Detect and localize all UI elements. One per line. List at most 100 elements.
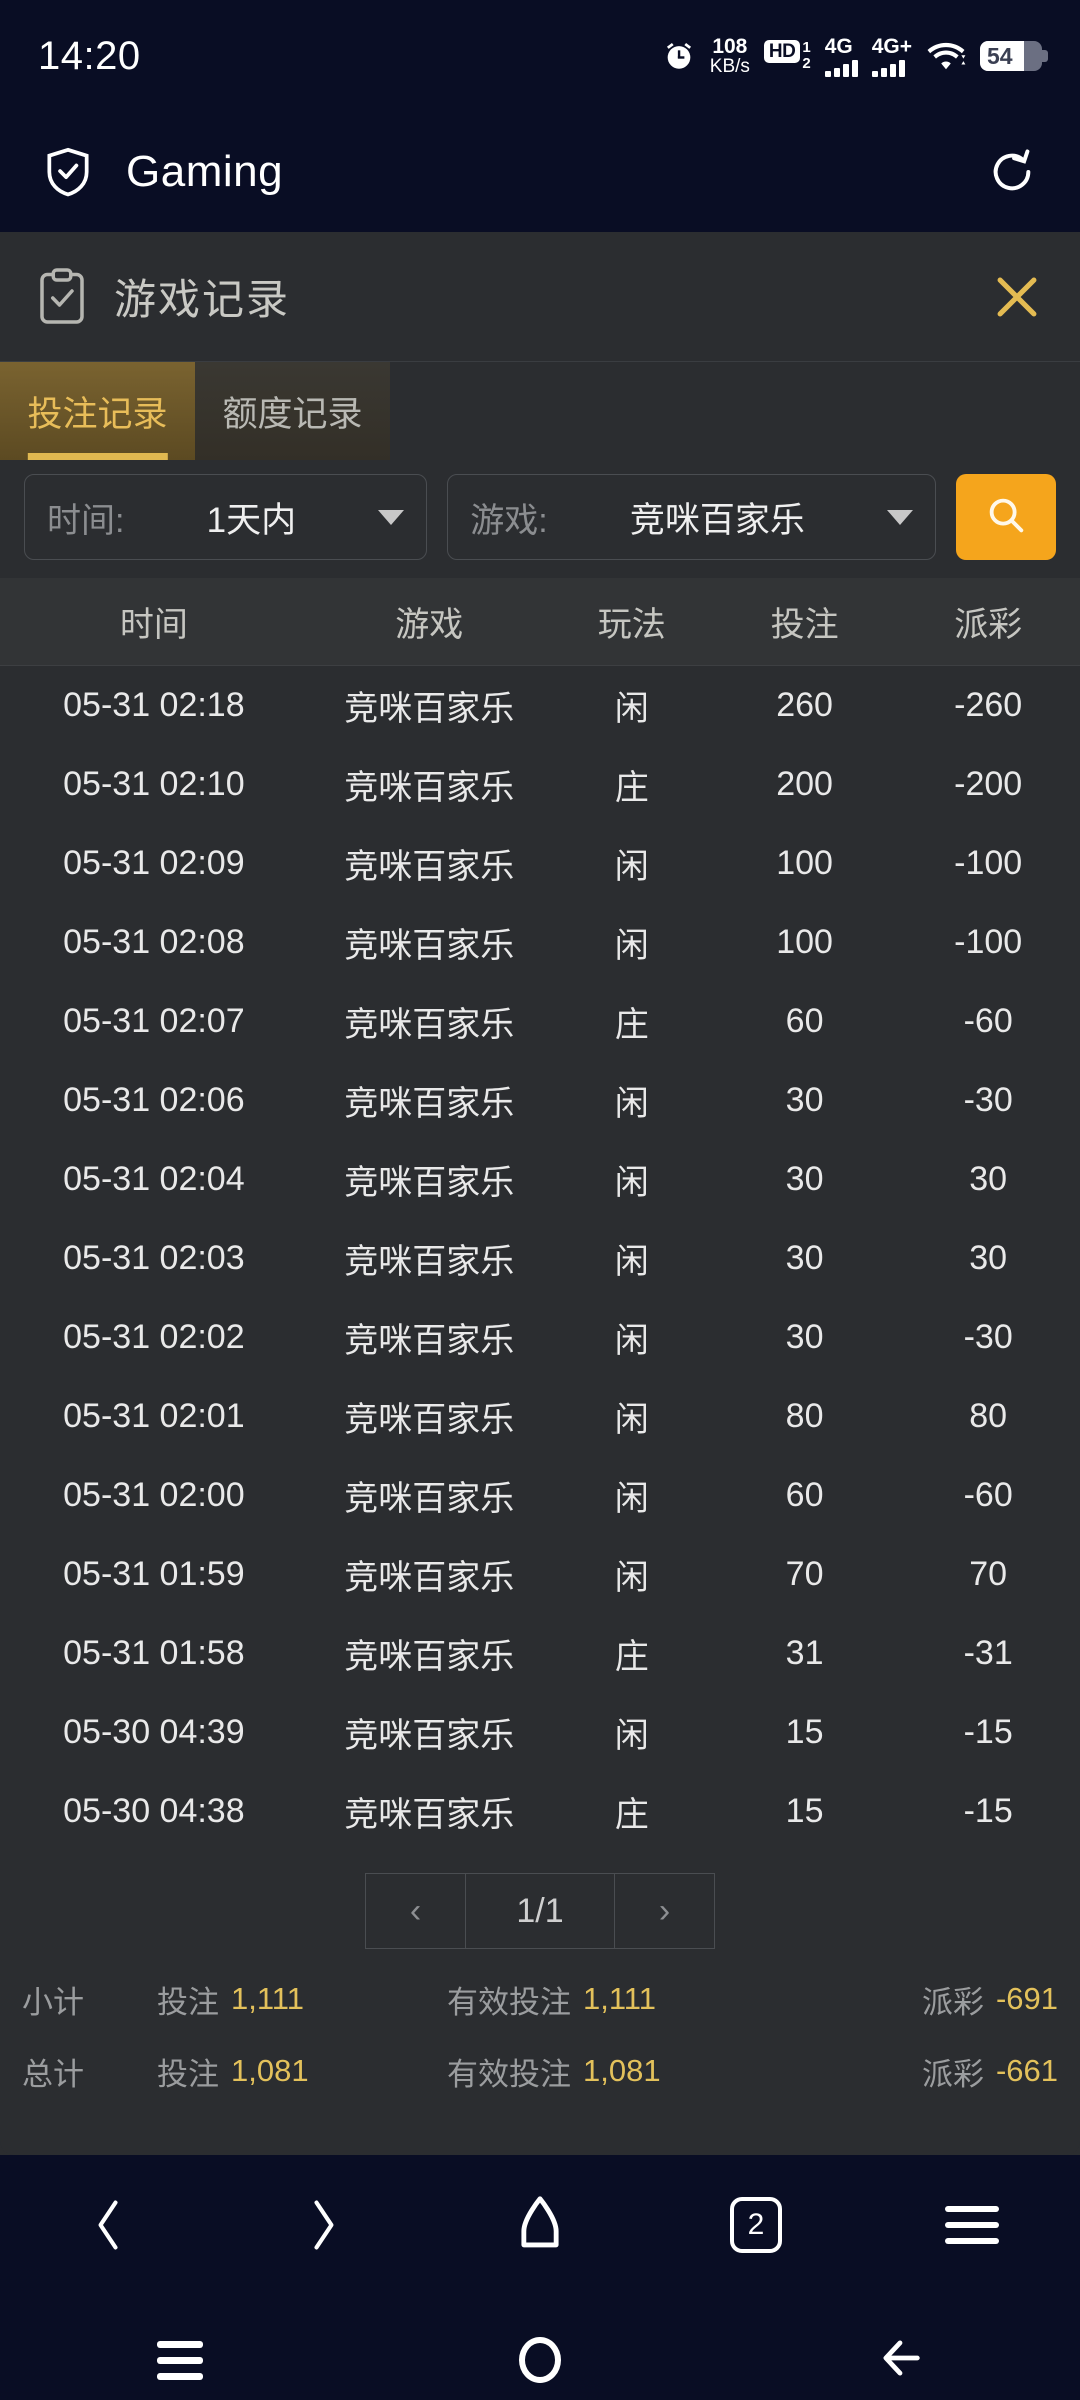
table-row[interactable]: 05-31 01:58 竞咪百家乐 庄 31 -31 [0, 1614, 1080, 1693]
cell-time: 05-30 04:39 [63, 1713, 245, 1751]
cell-game: 竞咪百家乐 [344, 1796, 515, 1834]
cell-bet: 30 [785, 1081, 824, 1119]
cell-payout: -15 [963, 1713, 1013, 1751]
time-filter-select[interactable]: 时间: 1天内 [24, 474, 428, 560]
cell-play: 闲 [614, 1717, 649, 1755]
summary-row-total: 总计 投注 1,081 有效投注 1,081 派彩 -661 [0, 2035, 1080, 2107]
system-recents-button[interactable] [0, 2340, 360, 2380]
total-valid-value: 1,081 [583, 2053, 661, 2088]
total-label: 总计 [22, 2056, 84, 2092]
cell-play: 闲 [614, 927, 649, 965]
cell-game: 竞咪百家乐 [344, 1638, 515, 1676]
page-title: Gaming [126, 147, 284, 196]
table-row[interactable]: 05-30 04:38 竞咪百家乐 庄 15 -15 [0, 1772, 1080, 1851]
cell-time: 05-31 02:04 [63, 1160, 245, 1198]
search-button[interactable] [956, 474, 1057, 560]
browser-menu-button[interactable] [864, 2206, 1080, 2244]
cell-payout: -100 [954, 923, 1023, 961]
chevron-down-icon [887, 509, 914, 525]
cell-play: 庄 [614, 1006, 649, 1044]
cell-game: 竞咪百家乐 [344, 1164, 515, 1202]
total-payout-value: -661 [995, 2053, 1058, 2088]
tab-count-badge: 2 [730, 2197, 782, 2253]
hd-label: HD [763, 40, 801, 64]
total-bet-label: 投注 [157, 2056, 219, 2092]
table-row[interactable]: 05-31 02:00 竞咪百家乐 闲 60 -60 [0, 1456, 1080, 1535]
col-header-time: 时间 [119, 606, 188, 644]
pagination-next-button[interactable]: › [615, 1873, 715, 1949]
recents-icon [157, 2340, 203, 2380]
browser-tabs-button[interactable]: 2 [648, 2197, 864, 2253]
cell-time: 05-31 02:18 [63, 686, 245, 724]
panel-bottom-edge [0, 2107, 1080, 2155]
table-row[interactable]: 05-31 02:01 竞咪百家乐 闲 80 80 [0, 1377, 1080, 1456]
table-row[interactable]: 05-31 02:02 竞咪百家乐 闲 30 -30 [0, 1298, 1080, 1377]
cell-game: 竞咪百家乐 [344, 1480, 515, 1518]
table-row[interactable]: 05-31 01:59 竞咪百家乐 闲 70 70 [0, 1535, 1080, 1614]
cell-bet: 260 [776, 686, 833, 724]
cell-payout: -60 [963, 1476, 1013, 1514]
table-row[interactable]: 05-31 02:08 竞咪百家乐 闲 100 -100 [0, 903, 1080, 982]
cell-game: 竞咪百家乐 [344, 1085, 515, 1123]
chevron-down-icon [378, 509, 405, 525]
cell-game: 竞咪百家乐 [344, 1559, 515, 1597]
table-row[interactable]: 05-31 02:07 竞咪百家乐 庄 60 -60 [0, 982, 1080, 1061]
table-row[interactable]: 05-31 02:04 竞咪百家乐 闲 30 30 [0, 1140, 1080, 1219]
table-row[interactable]: 05-30 04:39 竞咪百家乐 闲 15 -15 [0, 1693, 1080, 1772]
system-back-button[interactable] [720, 2332, 1080, 2389]
cell-payout: -260 [954, 686, 1023, 724]
cell-time: 05-31 01:59 [63, 1555, 245, 1593]
cell-time: 05-31 02:07 [63, 1002, 245, 1040]
cell-time: 05-30 04:38 [63, 1792, 245, 1830]
cell-game: 竞咪百家乐 [344, 1006, 515, 1044]
system-home-button[interactable] [360, 2337, 720, 2383]
status-clock: 14:20 [38, 33, 141, 78]
cell-time: 05-31 02:09 [63, 844, 245, 882]
table-header-row: 时间 游戏 玩法 投注 派彩 [0, 578, 1080, 666]
table-row[interactable]: 05-31 02:10 竞咪百家乐 庄 200 -200 [0, 745, 1080, 824]
cell-game: 竞咪百家乐 [344, 690, 515, 728]
signal-4g-plus-label: 4G+ [871, 34, 912, 58]
browser-home-button[interactable] [432, 2193, 648, 2258]
pagination-prev-button[interactable]: ‹ [365, 1873, 465, 1949]
table-row[interactable]: 05-31 02:09 竞咪百家乐 闲 100 -100 [0, 824, 1080, 903]
game-filter-select[interactable]: 游戏: 竞咪百家乐 [447, 474, 937, 560]
cell-time: 05-31 02:10 [63, 765, 245, 803]
refresh-icon[interactable] [984, 144, 1040, 200]
table-row[interactable]: 05-31 02:18 竞咪百家乐 闲 260 -260 [0, 666, 1080, 745]
time-filter-label: 时间: [47, 501, 125, 540]
signal-bars-1 [824, 59, 858, 77]
cell-play: 闲 [614, 690, 649, 728]
cell-bet: 60 [785, 1476, 824, 1514]
browser-forward-button[interactable] [216, 2197, 432, 2253]
signal-4g-plus-icon: 4G+ [871, 34, 912, 77]
game-record-panel: 游戏记录 投注记录 额度记录 时间: 1天内 游戏: 竞咪百家乐 [0, 232, 1080, 2155]
table-row[interactable]: 05-31 02:06 竞咪百家乐 闲 30 -30 [0, 1061, 1080, 1140]
cell-payout: -31 [963, 1634, 1013, 1672]
cell-payout: 80 [969, 1397, 1008, 1435]
cell-game: 竞咪百家乐 [344, 769, 515, 807]
wifi-icon [926, 40, 966, 72]
cell-bet: 30 [785, 1239, 824, 1277]
cell-play: 庄 [614, 1796, 649, 1834]
search-icon [983, 492, 1029, 543]
cell-time: 05-31 02:03 [63, 1239, 245, 1277]
clipboard-check-icon [34, 267, 90, 327]
filter-bar: 时间: 1天内 游戏: 竞咪百家乐 [0, 460, 1080, 578]
cell-bet: 30 [785, 1318, 824, 1356]
browser-back-button[interactable] [0, 2197, 216, 2253]
close-x-icon[interactable] [988, 268, 1046, 326]
hd-sup: 1 [802, 39, 811, 57]
tab-credit-records[interactable]: 额度记录 [195, 362, 390, 460]
cell-payout: -60 [963, 1002, 1013, 1040]
cell-bet: 15 [785, 1713, 824, 1751]
total-valid-label: 有效投注 [447, 2056, 571, 2092]
network-speed-unit: KB/s [709, 56, 750, 78]
cell-time: 05-31 02:08 [63, 923, 245, 961]
cell-game: 竞咪百家乐 [344, 1322, 515, 1360]
cell-payout: -30 [963, 1318, 1013, 1356]
table-row[interactable]: 05-31 02:03 竞咪百家乐 闲 30 30 [0, 1219, 1080, 1298]
hd-sub: 2 [802, 55, 811, 72]
tab-bet-records[interactable]: 投注记录 [0, 362, 195, 460]
